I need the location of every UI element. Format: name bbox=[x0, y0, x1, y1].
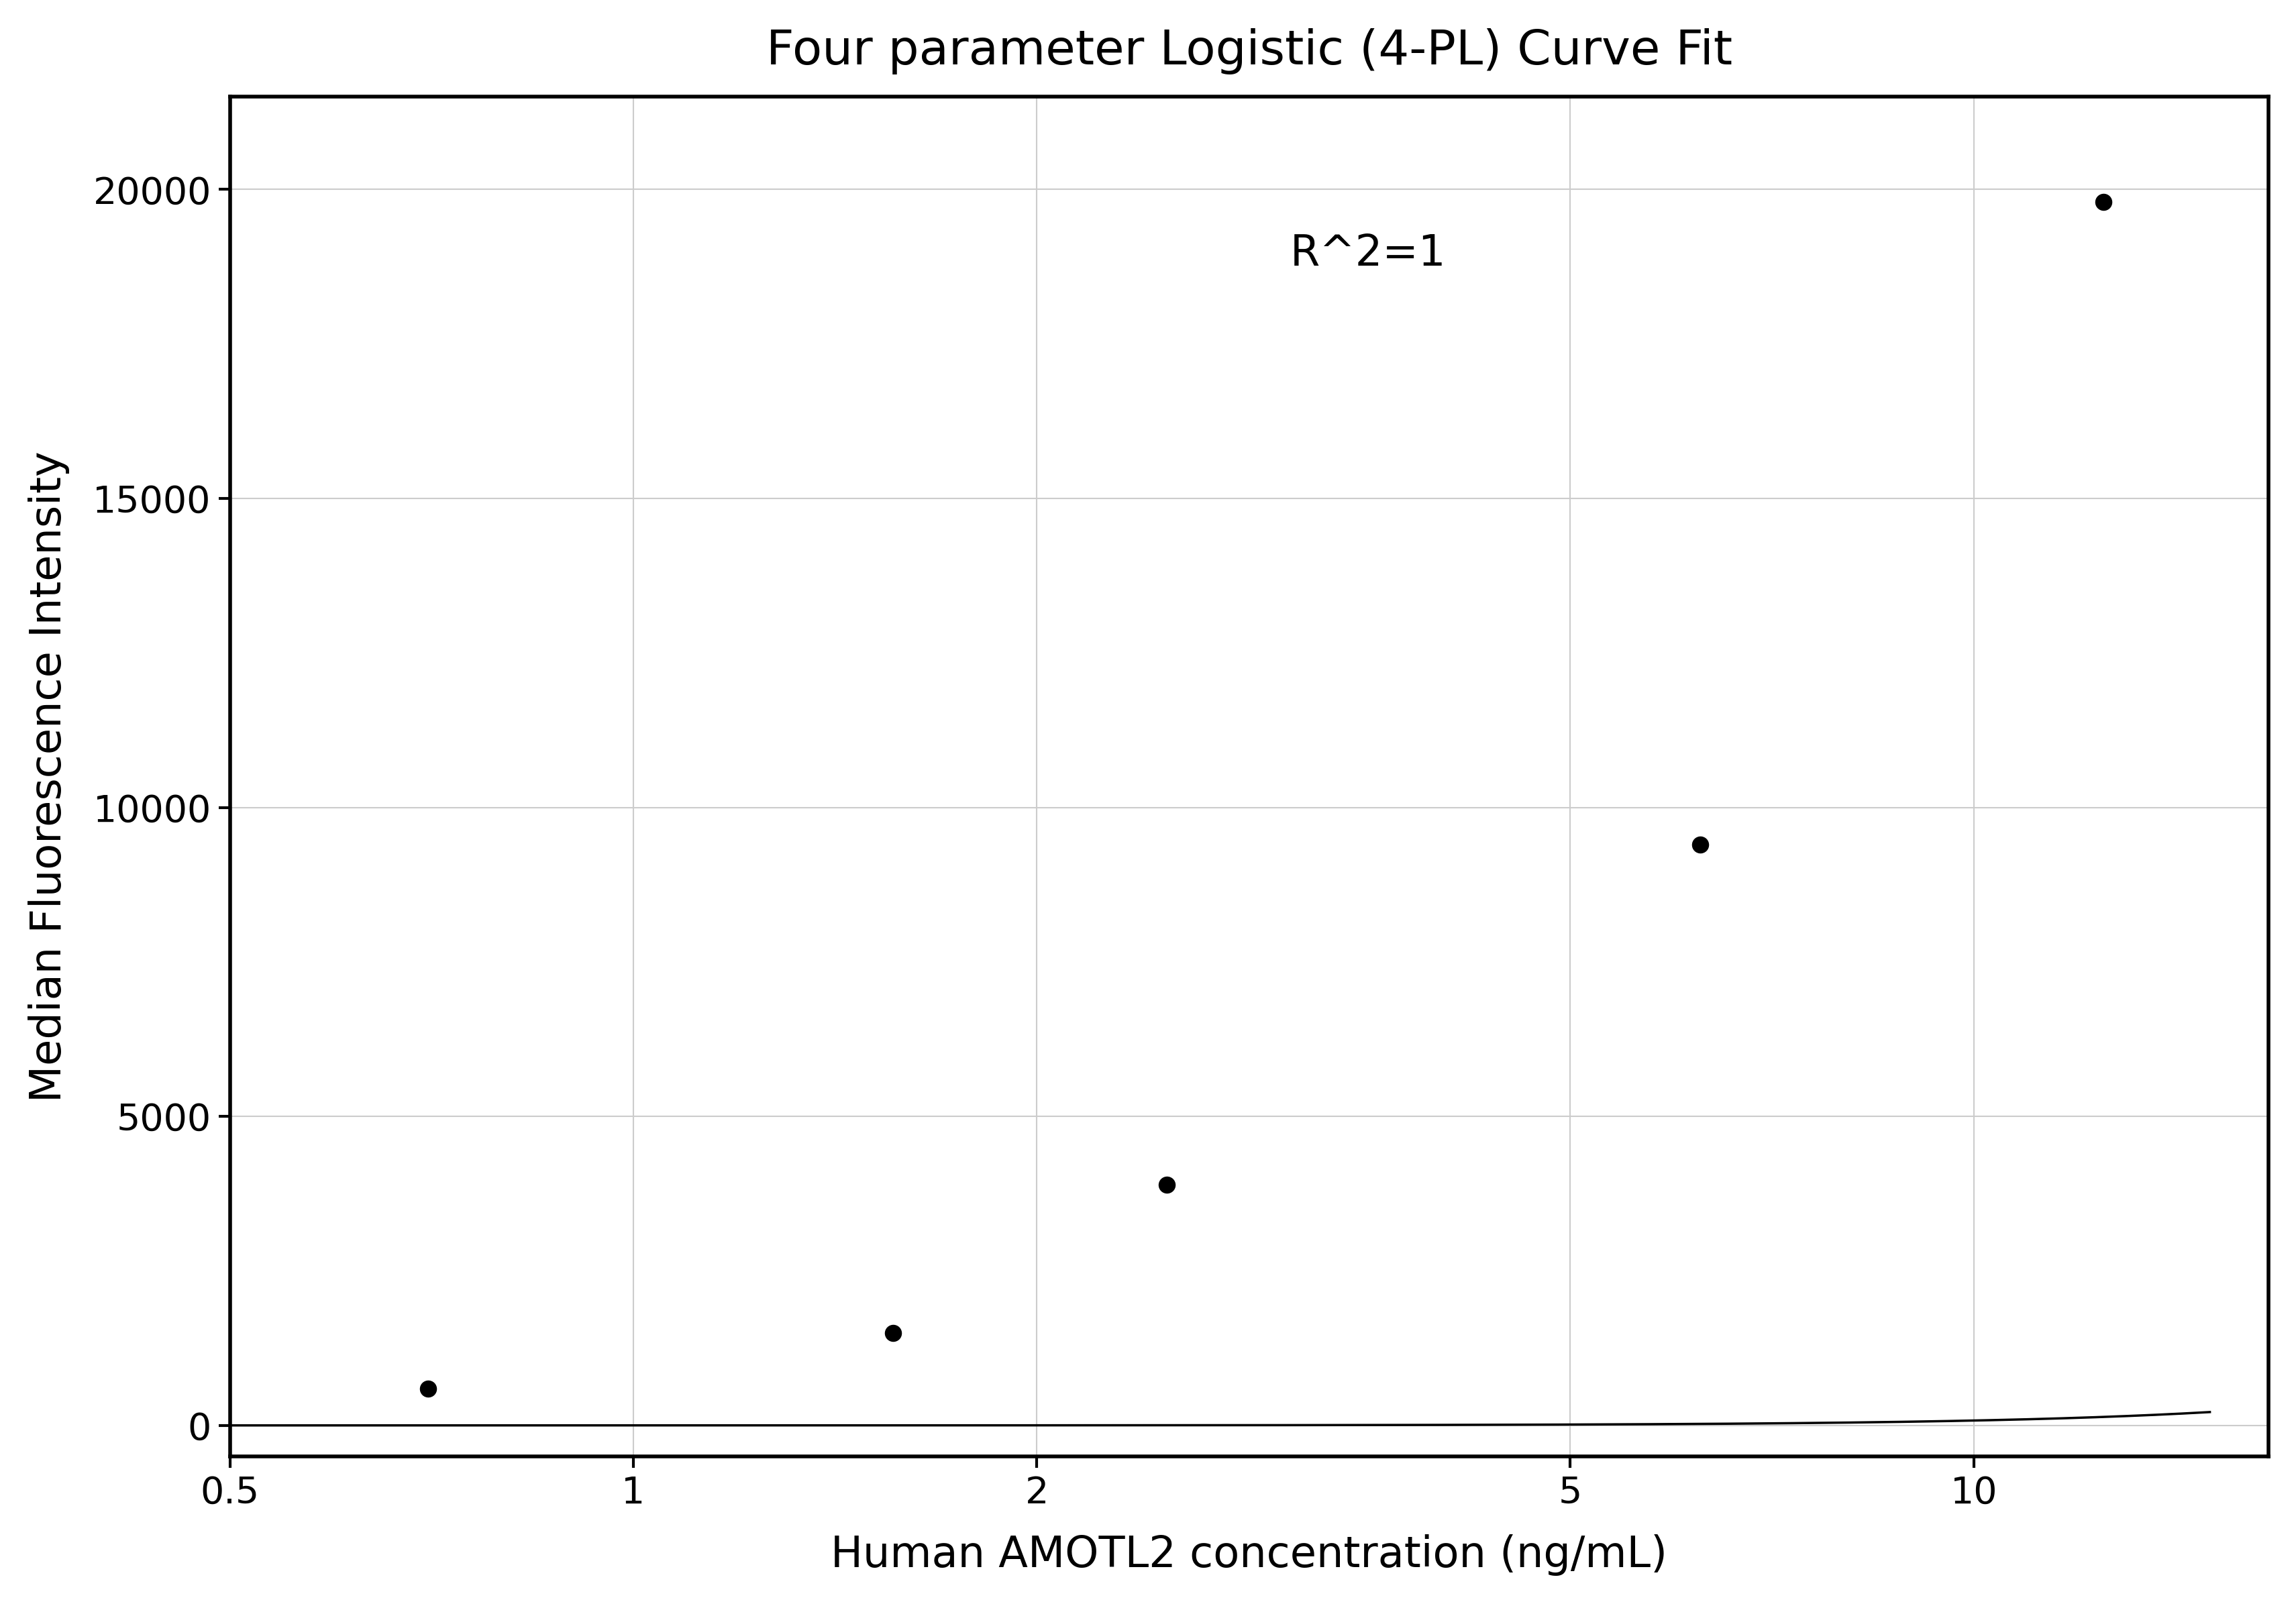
Text: R^2=1: R^2=1 bbox=[1290, 233, 1446, 274]
Point bbox=[1681, 832, 1717, 858]
Point bbox=[409, 1376, 445, 1402]
Point bbox=[2085, 189, 2122, 215]
Point bbox=[1148, 1171, 1185, 1197]
Title: Four parameter Logistic (4-PL) Curve Fit: Four parameter Logistic (4-PL) Curve Fit bbox=[767, 27, 1731, 74]
Y-axis label: Median Fluorescence Intensity: Median Fluorescence Intensity bbox=[28, 451, 69, 1102]
Point bbox=[875, 1320, 912, 1346]
X-axis label: Human AMOTL2 concentration (ng/mL): Human AMOTL2 concentration (ng/mL) bbox=[831, 1535, 1667, 1577]
